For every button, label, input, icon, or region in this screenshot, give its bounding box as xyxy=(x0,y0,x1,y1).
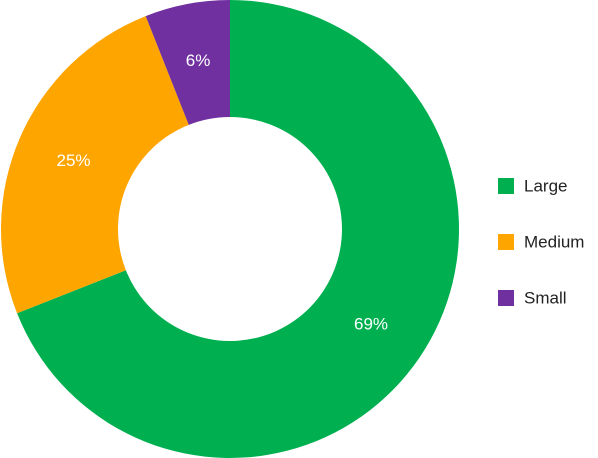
legend-swatch xyxy=(498,290,514,306)
legend-label: Large xyxy=(524,176,567,195)
legend-label: Small xyxy=(524,288,567,307)
value-label: 6% xyxy=(186,51,211,70)
donut-slice xyxy=(145,0,230,125)
donut-slice xyxy=(17,0,459,458)
value-label: 69% xyxy=(354,314,388,333)
legend-swatch xyxy=(498,178,514,194)
value-label: 25% xyxy=(57,151,91,170)
legend-swatch xyxy=(498,234,514,250)
donut-slice xyxy=(0,16,189,314)
legend-label: Medium xyxy=(524,232,584,251)
